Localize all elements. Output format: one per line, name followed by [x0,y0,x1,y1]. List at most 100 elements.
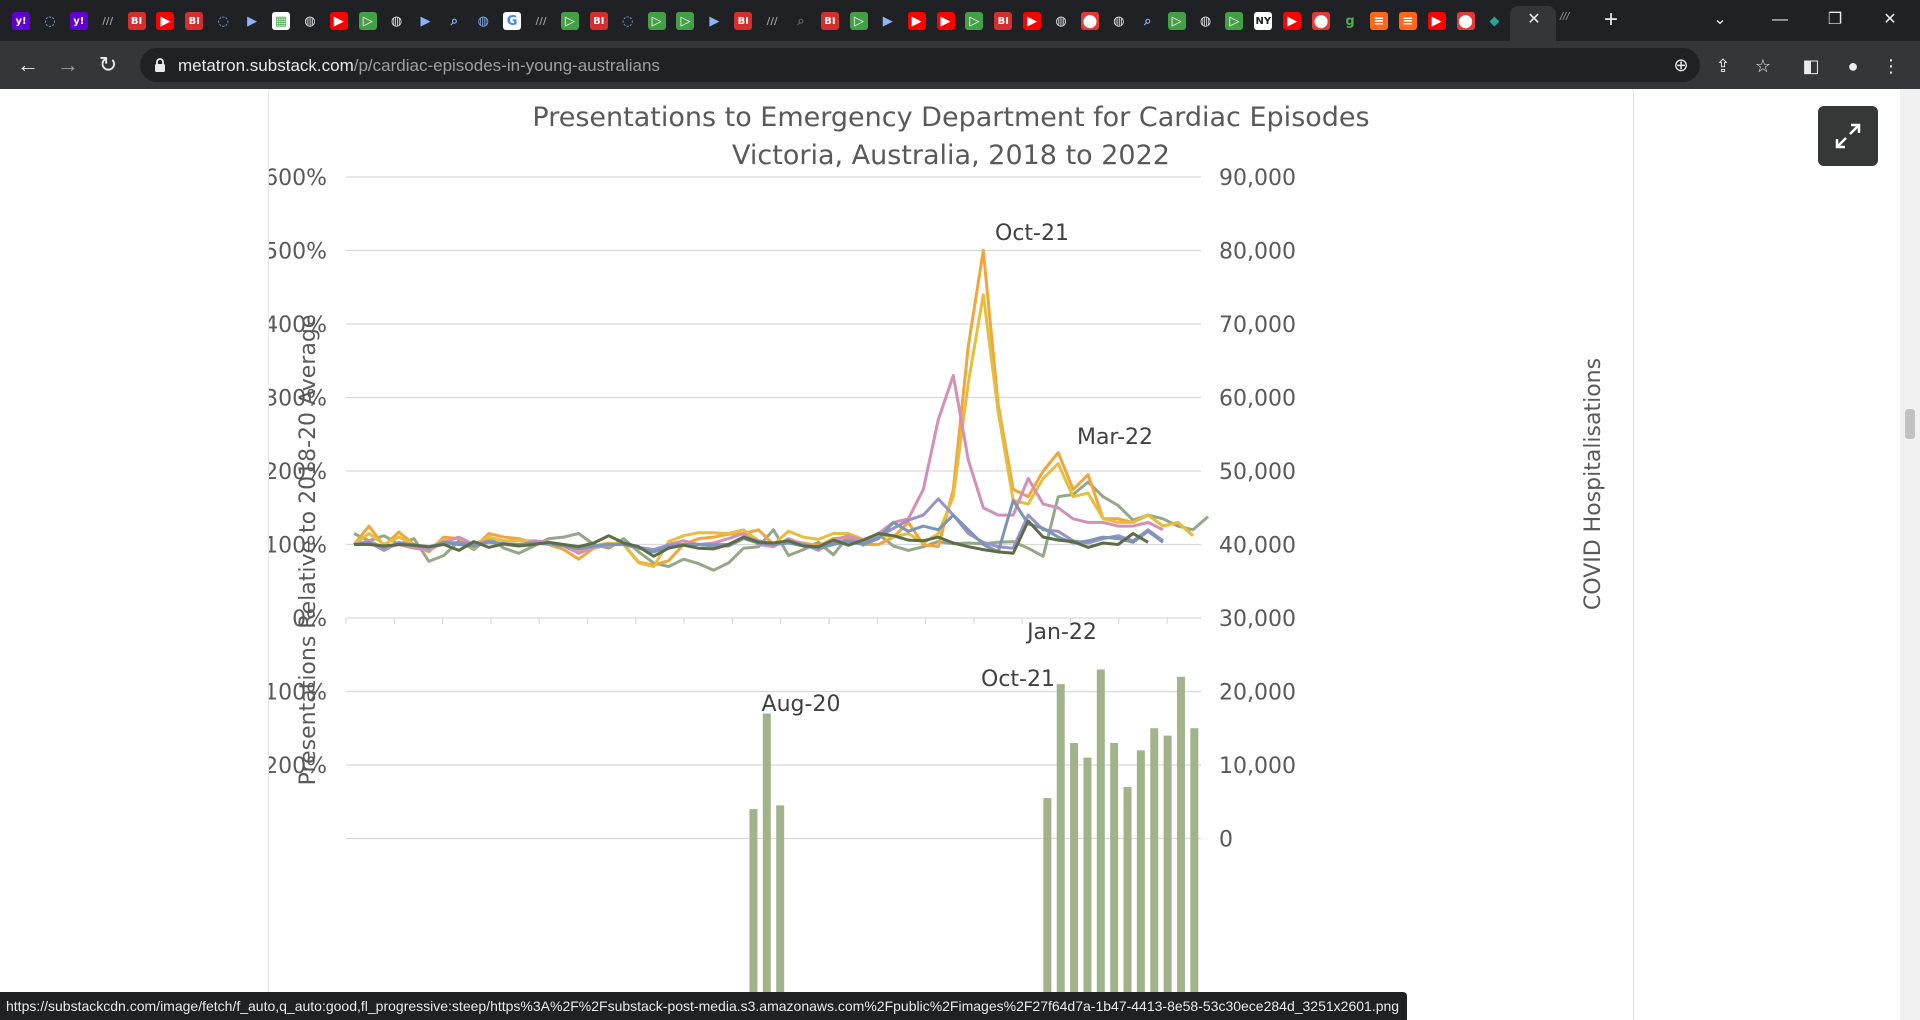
globe-icon[interactable]: ◍ [474,12,493,30]
tab-search-chevron-icon[interactable]: ⌄ [1713,11,1727,28]
bi-icon[interactable]: BI [994,12,1013,30]
forward-arrow-icon[interactable]: → [57,52,79,77]
active-tab[interactable] [1510,6,1556,41]
play-icon[interactable]: ▷ [1167,12,1186,30]
share-icon[interactable]: ⇪ [1715,56,1731,76]
yahoo-icon[interactable]: y! [69,12,88,30]
play-icon[interactable]: ▷ [965,12,984,30]
annotation-label: Aug-20 [762,692,841,717]
menu-kebab-icon[interactable]: ⋮ [1882,56,1900,76]
yahoo-icon[interactable]: y! [12,12,30,30]
youtube-icon[interactable]: ▶ [1427,12,1446,30]
covid-bar [749,809,758,1020]
slash-icon[interactable]: /// [98,12,117,30]
google-icon[interactable]: G [503,12,522,30]
globe-icon[interactable]: ◍ [1109,12,1128,30]
chart-title-line-1: Presentations to Emergency Department fo… [532,102,1369,133]
tab-favicons: y! ◌ y! /// BI ▶ BI ◌ ▶ ▦ ◍ ▶ ▷ ◍ ▶ ⌕ ◍ G /// ▷ BI ◌ ▷ ▷ ▶ BI /// ⌕… [12,9,1514,33]
new-tab-button[interactable]: + [1603,6,1618,33]
bi-icon[interactable]: BI [820,12,839,30]
shield-icon[interactable]: ◌ [214,12,233,30]
bi-icon[interactable]: BI [127,12,146,30]
close-window-button[interactable]: ✕ [1883,11,1897,28]
globe-icon[interactable]: ◍ [1052,12,1071,30]
covid-bar [762,713,771,1020]
shield-icon[interactable]: ◌ [618,12,637,30]
arrow-icon[interactable]: ▶ [243,12,262,30]
left-tick-label: 300% [269,387,327,412]
omnibox[interactable]: metatron.substack.com/p/cardiac-episodes… [140,48,1700,82]
chart-title-line-2: Victoria, Australia, 2018 to 2022 [732,140,1170,171]
youtube-icon[interactable]: ▶ [1023,12,1042,30]
ny-icon[interactable]: NY [1254,12,1273,30]
mic-icon[interactable]: ⬤ [1456,12,1475,30]
restore-button[interactable]: ❐ [1827,11,1843,28]
covid-bar [1043,798,1052,1020]
bookmark-star-icon[interactable]: ☆ [1754,56,1772,76]
page-scrollbar[interactable] [1900,89,1920,1020]
left-tick-label: 500% [269,240,327,265]
g-icon[interactable]: g [1340,12,1359,30]
slash-icon[interactable]: /// [763,12,782,30]
youtube-icon[interactable]: ▶ [1283,12,1302,30]
left-tick-labels: 600% 500% 400% 300% 200% 100% 0% -100% -200% [256,166,327,779]
expand-image-button[interactable] [1818,106,1878,166]
url-host: metatron.substack.com [178,56,354,75]
address-bar-row: ← → ↻ metatron.substack.com/p/cardiac-ep… [0,41,1920,89]
series-line [352,249,1194,567]
mic-icon[interactable]: ⬤ [1312,12,1331,30]
url-text[interactable]: metatron.substack.com/p/cardiac-episodes… [178,56,660,76]
globe-icon[interactable]: ◍ [300,12,319,30]
play-icon[interactable]: ▷ [647,12,666,30]
back-arrow-icon[interactable]: ← [17,52,39,77]
substack-icon[interactable]: ≡ [1398,12,1417,30]
covid-bar [1056,684,1065,1020]
youtube-icon[interactable]: ▶ [329,12,348,30]
bi-icon[interactable]: BI [734,12,753,30]
left-tick-label: 100% [269,534,327,559]
trailing-tab-slash-icon[interactable]: /// [1560,11,1570,23]
covid-bar [1110,742,1119,1020]
covid-bar [1176,676,1185,1020]
play-icon[interactable]: ▷ [358,12,377,30]
app-icon[interactable]: ◆ [1485,12,1504,30]
youtube-icon[interactable]: ▶ [156,12,175,30]
scrollbar-thumb[interactable] [1905,409,1915,439]
search-icon[interactable]: ⌕ [1138,12,1157,30]
search-icon[interactable]: ⌕ [445,12,464,30]
globe-icon[interactable]: ◍ [387,12,406,30]
close-tab-icon[interactable]: ✕ [1527,11,1541,28]
presentation-lines [352,249,1209,572]
chart-image-card[interactable]: Presentations to Emergency Department fo… [256,89,1878,1020]
right-tick-label: 20,000 [1219,681,1296,706]
arrow-icon[interactable]: ▶ [878,12,897,30]
side-panel-icon[interactable]: ◧ [1802,56,1820,76]
play-icon[interactable]: ▷ [849,12,868,30]
play-icon[interactable]: ▷ [676,12,695,30]
slash-icon[interactable]: /// [532,12,551,30]
minimize-button[interactable]: — [1772,11,1788,28]
play-icon[interactable]: ▷ [1225,12,1244,30]
substack-icon[interactable]: ≡ [1369,12,1388,30]
annotation-label: Jan-22 [1025,620,1097,645]
zoom-icon[interactable]: ⊕ [1673,55,1689,75]
youtube-icon[interactable]: ▶ [936,12,955,30]
mic-icon[interactable]: ⬤ [1080,12,1099,30]
youtube-icon[interactable]: ▶ [907,12,926,30]
bi-icon[interactable]: BI [185,12,204,30]
play-icon[interactable]: ▷ [560,12,579,30]
covid-bar [1190,728,1199,1020]
shield-icon[interactable]: ◌ [40,12,59,30]
reload-icon[interactable]: ↻ [98,52,118,77]
lock-icon[interactable] [152,57,168,73]
covid-bar [776,805,785,1020]
search-icon[interactable]: ⌕ [792,12,811,30]
arrow-icon[interactable]: ▶ [705,12,724,30]
globe-icon[interactable]: ◍ [1196,12,1215,30]
covid-bar [1136,750,1145,1020]
right-tick-label: 70,000 [1219,313,1296,338]
profile-icon[interactable]: ● [1847,56,1859,76]
bi-icon[interactable]: BI [589,12,608,30]
arrow-icon[interactable]: ▶ [416,12,435,30]
image-icon[interactable]: ▦ [272,12,291,30]
